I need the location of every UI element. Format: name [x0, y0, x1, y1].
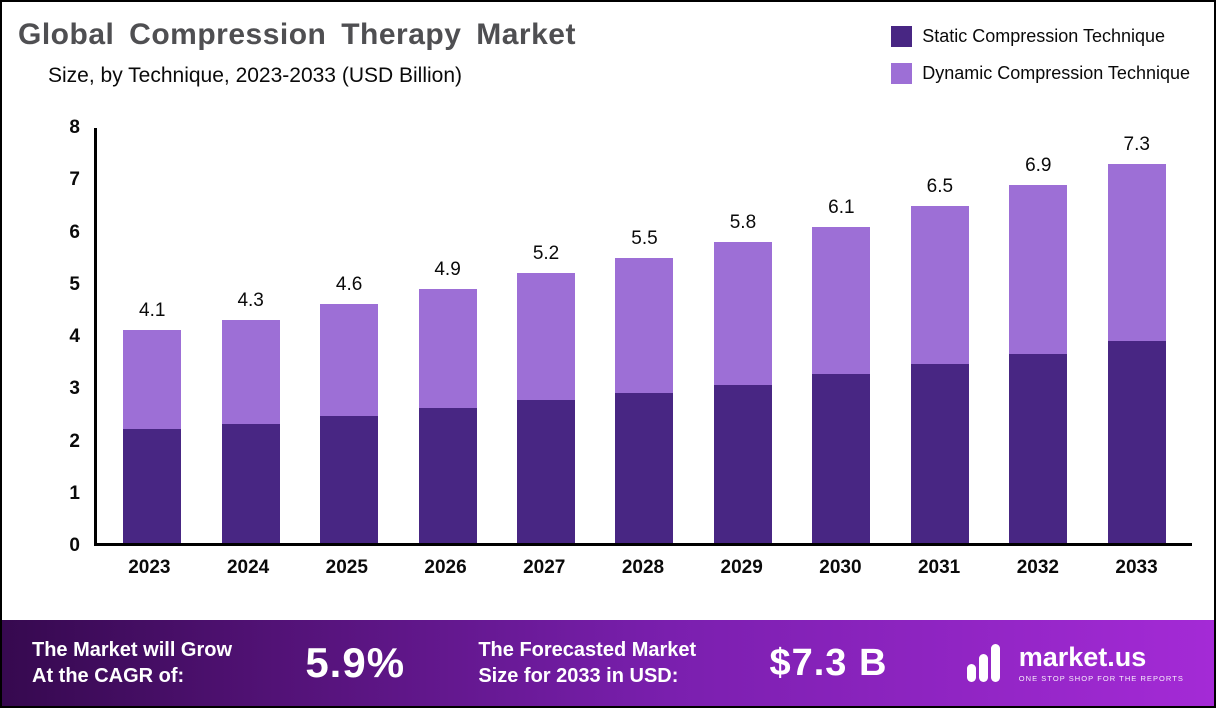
forecast-label-line1: The Forecasted Market: [478, 639, 697, 661]
bar-group: 5.5: [615, 128, 674, 543]
bar-total-label: 6.5: [926, 175, 954, 197]
x-tick-label: 2024: [226, 557, 270, 578]
dynamic-series-swatch: [891, 63, 913, 84]
x-tick-label: 2031: [917, 557, 961, 578]
forecast-label: The Forecasted Market Size for 2033 in U…: [478, 637, 696, 689]
bar-total-label: 6.1: [828, 196, 855, 218]
bar-group: 6.1: [812, 128, 871, 543]
brand-name: market.us: [1018, 641, 1147, 672]
marketus-bars-icon: [966, 644, 1000, 682]
bar-segment-dynamic: [221, 319, 280, 424]
cagr-label-line1: The Market will Grow: [32, 639, 233, 661]
bar-segment-static: [418, 408, 477, 543]
bar-group: 6.5: [910, 128, 969, 543]
x-tick-label: 2027: [523, 557, 566, 578]
legend-label: Dynamic Compression Technique: [922, 63, 1190, 83]
x-tick-label: 2025: [325, 557, 368, 578]
cagr-label: The Market will Grow At the CAGR of:: [32, 637, 232, 689]
bar-segment-dynamic: [123, 330, 182, 429]
bar-total-label: 6.9: [1025, 155, 1052, 177]
x-tick-label: 2026: [424, 557, 467, 578]
bar-total-label: 4.6: [335, 274, 363, 296]
bar-group: 4.3: [221, 128, 280, 543]
bar-segment-static: [320, 415, 379, 543]
bar-group: 4.9: [418, 128, 477, 543]
x-tick-label: 2023: [128, 557, 171, 578]
x-tick-label: 2033: [1115, 557, 1158, 578]
bar-segment-dynamic: [910, 205, 969, 365]
legend: Static Compression Technique Dynamic Com…: [891, 26, 1190, 84]
bar-group: 5.2: [517, 128, 576, 543]
chart-subtitle: Size, by Technique, 2023-2033 (USD Billi…: [48, 64, 463, 87]
forecast-label-line2: Size for 2033 in USD:: [478, 665, 679, 687]
brand-tagline: ONE STOP SHOP FOR THE REPORTS: [1018, 674, 1184, 684]
bar-segment-dynamic: [812, 226, 871, 375]
forecast-value: $7.3 B: [769, 641, 888, 684]
bar-segment-static: [1107, 340, 1166, 543]
bar-segment-static: [123, 428, 182, 543]
bar-segment-static: [812, 374, 871, 543]
bar-total-label: 5.2: [532, 243, 560, 265]
bar-segment-dynamic: [713, 242, 772, 385]
bar-segment-static: [910, 364, 969, 543]
bar-segment-dynamic: [1009, 185, 1068, 354]
chart-header: Global Compression Therapy Market Size, …: [18, 18, 576, 88]
x-tick-label: 2032: [1016, 557, 1059, 578]
bars: 4.1 4.3 4.6 4.9 5.2 5.5 5.8 6.1 6.5 6.9 7.3: [97, 128, 1192, 543]
footer-banner: The Market will Grow At the CAGR of: 5.9…: [2, 620, 1214, 706]
static-series-swatch: [891, 26, 913, 47]
bar-segment-static: [713, 384, 772, 543]
cagr-value: 5.9%: [305, 639, 406, 686]
bar-group: 4.6: [320, 128, 379, 543]
bar-group: 5.8: [713, 128, 772, 543]
bar-segment-dynamic: [517, 273, 576, 401]
bar-segment-static: [221, 423, 280, 543]
plot: 4.1 4.3 4.6 4.9 5.2 5.5 5.8 6.1 6.5 6.9 7.3: [94, 128, 1192, 546]
bar-segment-dynamic: [418, 288, 477, 409]
x-tick-label: 2030: [819, 557, 862, 578]
bar-total-label: 5.8: [729, 212, 757, 234]
bar-total-label: 4.1: [139, 300, 166, 322]
bar-segment-static: [517, 400, 576, 543]
brand-logo: market.us ONE STOP SHOP FOR THE REPORTS: [961, 640, 1184, 686]
cagr-label-line2: At the CAGR of:: [32, 665, 185, 687]
bar-total-label: 5.5: [631, 227, 658, 249]
legend-item-static: Static Compression Technique: [891, 26, 1190, 47]
x-axis: 2023 2024 2025 2026 2027 2028 2029 2030 2031 2032…: [94, 546, 1192, 590]
bar-segment-dynamic: [615, 257, 674, 393]
bar-segment-dynamic: [320, 304, 379, 416]
bar-total-label: 4.3: [237, 289, 264, 311]
legend-item-dynamic: Dynamic Compression Technique: [891, 63, 1190, 84]
brand-text: market.us ONE STOP SHOP FOR THE REPORTS: [1018, 641, 1184, 684]
bar-total-label: 7.3: [1123, 134, 1150, 156]
chart-title: Global Compression Therapy Market: [18, 18, 576, 51]
bar-group: 6.9: [1009, 128, 1068, 543]
bar-segment-dynamic: [1107, 164, 1166, 341]
bar-segment-static: [1009, 353, 1068, 543]
bar-total-label: 4.9: [434, 258, 461, 280]
bar-group: 4.1: [123, 128, 182, 543]
bar-group: 7.3: [1107, 128, 1166, 543]
x-tick-label: 2029: [720, 557, 763, 578]
legend-label: Static Compression Technique: [922, 26, 1166, 46]
bar-segment-static: [615, 392, 674, 543]
x-tick-label: 2028: [621, 557, 665, 578]
